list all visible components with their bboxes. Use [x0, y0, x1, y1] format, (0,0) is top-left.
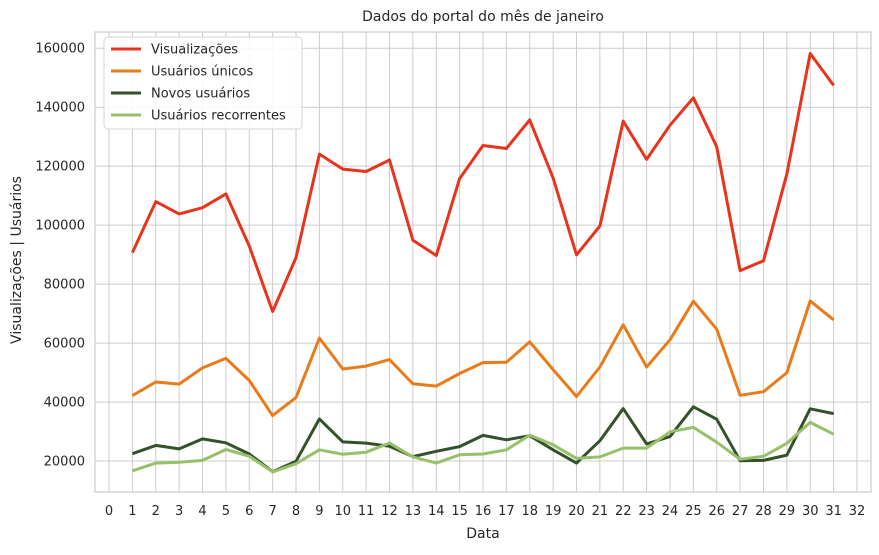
- x-tick-label: 1: [128, 504, 136, 519]
- legend: Visualizações Usuários únicos Novos usuári…: [103, 36, 303, 130]
- series-line-usuarios-unicos: [131, 299, 835, 418]
- x-tick-label: 10: [334, 504, 351, 519]
- series-line-novos-usuarios: [131, 405, 834, 474]
- tick-labels: 0 1 2 3 4 5 6 7 8 9 10 11 12 13 14 15 16 17 18 19 20 21 22 23 24…: [35, 42, 865, 519]
- legend-label: Usuários únicos: [151, 65, 254, 80]
- y-tick-label: 120000: [35, 160, 85, 175]
- y-tick-label: 140000: [35, 101, 85, 116]
- x-tick-label: 5: [222, 504, 230, 519]
- x-tick-label: 30: [802, 504, 819, 519]
- x-tick-label: 22: [615, 504, 632, 519]
- x-tick-label: 17: [498, 504, 515, 519]
- x-tick-label: 19: [545, 504, 562, 519]
- chart-title: Dados do portal do mês de janeiro: [362, 9, 604, 25]
- x-tick-label: 23: [638, 504, 655, 519]
- series-line-visualizacoes: [131, 52, 835, 313]
- legend-label: Visualizações: [151, 43, 238, 58]
- x-tick-label: 2: [152, 504, 160, 519]
- y-tick-label: 60000: [44, 337, 85, 352]
- series-line-usuarios-recorrentes: [131, 420, 835, 474]
- x-tick-label: 12: [381, 504, 398, 519]
- x-tick-label: 6: [245, 504, 253, 519]
- y-tick-label: 80000: [44, 278, 85, 293]
- x-tick-label: 20: [568, 504, 585, 519]
- x-tick-label: 7: [268, 504, 276, 519]
- x-tick-label: 13: [405, 504, 422, 519]
- x-tick-label: 3: [175, 504, 183, 519]
- x-tick-label: 4: [198, 504, 206, 519]
- x-tick-label: 11: [358, 504, 375, 519]
- y-tick-label: 40000: [44, 396, 85, 411]
- x-tick-label: 0: [105, 504, 113, 519]
- x-tick-label: 8: [292, 504, 300, 519]
- legend-label: Novos usuários: [151, 87, 250, 102]
- x-tick-label: 15: [451, 504, 468, 519]
- x-tick-label: 28: [755, 504, 772, 519]
- y-tick-label: 20000: [44, 455, 85, 470]
- x-tick-label: 27: [732, 504, 749, 519]
- series-lines: [131, 52, 835, 474]
- x-tick-label: 21: [592, 504, 609, 519]
- x-tick-label: 24: [662, 504, 679, 519]
- y-axis-label: Visualizações | Usuários: [9, 176, 25, 344]
- x-axis-label: Data: [466, 526, 499, 542]
- y-tick-label: 100000: [35, 219, 85, 234]
- x-tick-label: 25: [685, 504, 702, 519]
- x-tick-label: 26: [708, 504, 725, 519]
- x-tick-label: 18: [521, 504, 538, 519]
- x-tick-label: 9: [315, 504, 323, 519]
- x-tick-label: 16: [475, 504, 492, 519]
- legend-label: Usuários recorrentes: [151, 109, 286, 124]
- x-tick-label: 29: [779, 504, 796, 519]
- x-tick-label: 31: [825, 504, 842, 519]
- x-tick-label: 14: [428, 504, 445, 519]
- plot-frame: [94, 31, 872, 493]
- x-tick-label: 32: [849, 504, 866, 519]
- y-tick-label: 160000: [35, 42, 85, 57]
- legend-box: [103, 36, 303, 130]
